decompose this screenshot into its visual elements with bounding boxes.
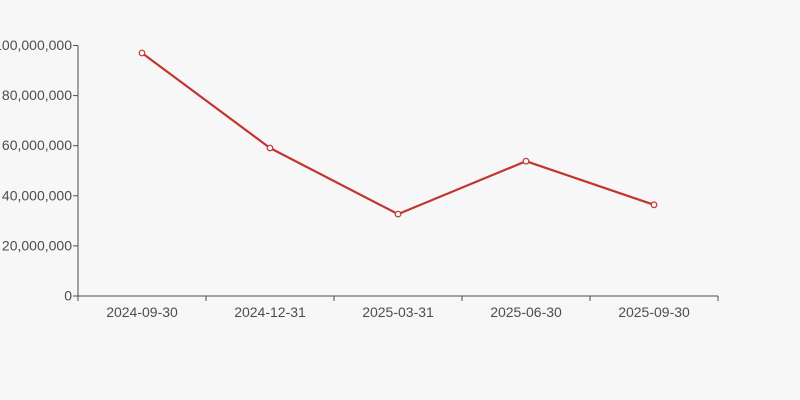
data-point-marker[interactable] [266,144,274,152]
y-axis-tick-label: 20,000,000 [2,237,72,253]
x-axis-tick-label: 2024-12-31 [234,304,306,320]
data-point-marker[interactable] [650,201,658,209]
y-axis-tick-label: 40,000,000 [2,187,72,203]
y-axis-tick-label: 60,000,000 [2,137,72,153]
x-axis-tick-label: 2025-03-31 [362,304,434,320]
data-point-marker[interactable] [394,210,402,218]
x-axis-tick-label: 2025-06-30 [490,304,562,320]
data-point-marker[interactable] [138,49,146,57]
x-axis-tick-label: 2024-09-30 [106,304,178,320]
y-axis-tick-label: 0 [64,287,72,303]
y-axis-tick-label: 100,000,000 [0,37,72,53]
series-line [140,51,656,216]
x-axis-tick-label: 2025-09-30 [618,304,690,320]
data-point-marker[interactable] [522,157,530,165]
y-axis-tick-label: 80,000,000 [2,87,72,103]
